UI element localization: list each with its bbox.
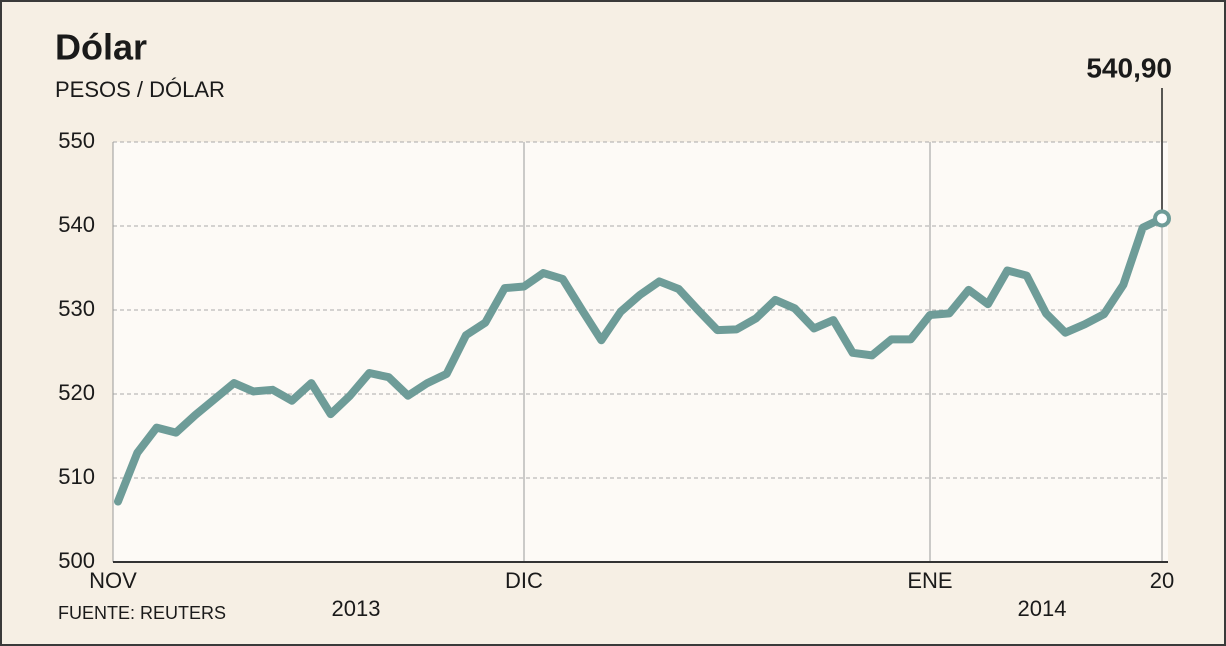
x-tick-label: NOV [89, 568, 137, 593]
chart-subtitle: PESOS / DÓLAR [55, 77, 225, 102]
y-tick-label: 510 [58, 464, 95, 489]
value-label: 540,90 [1086, 52, 1172, 83]
y-tick-label: 500 [58, 548, 95, 573]
plot-area [113, 142, 1168, 562]
chart-title: Dólar [55, 27, 147, 68]
x-tick-label: ENE [907, 568, 952, 593]
x-tick-label: DIC [505, 568, 543, 593]
point [1153, 209, 1171, 228]
y-tick-label: 520 [58, 380, 95, 405]
line [114, 214, 1166, 506]
x-tick-label: 20 [1150, 568, 1174, 593]
source: FUENTE: REUTERS [58, 603, 226, 623]
year-label: 2014 [1018, 596, 1067, 621]
y-tick-label: 540 [58, 212, 95, 237]
y-tick-label: 530 [58, 296, 95, 321]
y-tick-label: 550 [58, 128, 95, 153]
year-label: 2013 [332, 596, 381, 621]
